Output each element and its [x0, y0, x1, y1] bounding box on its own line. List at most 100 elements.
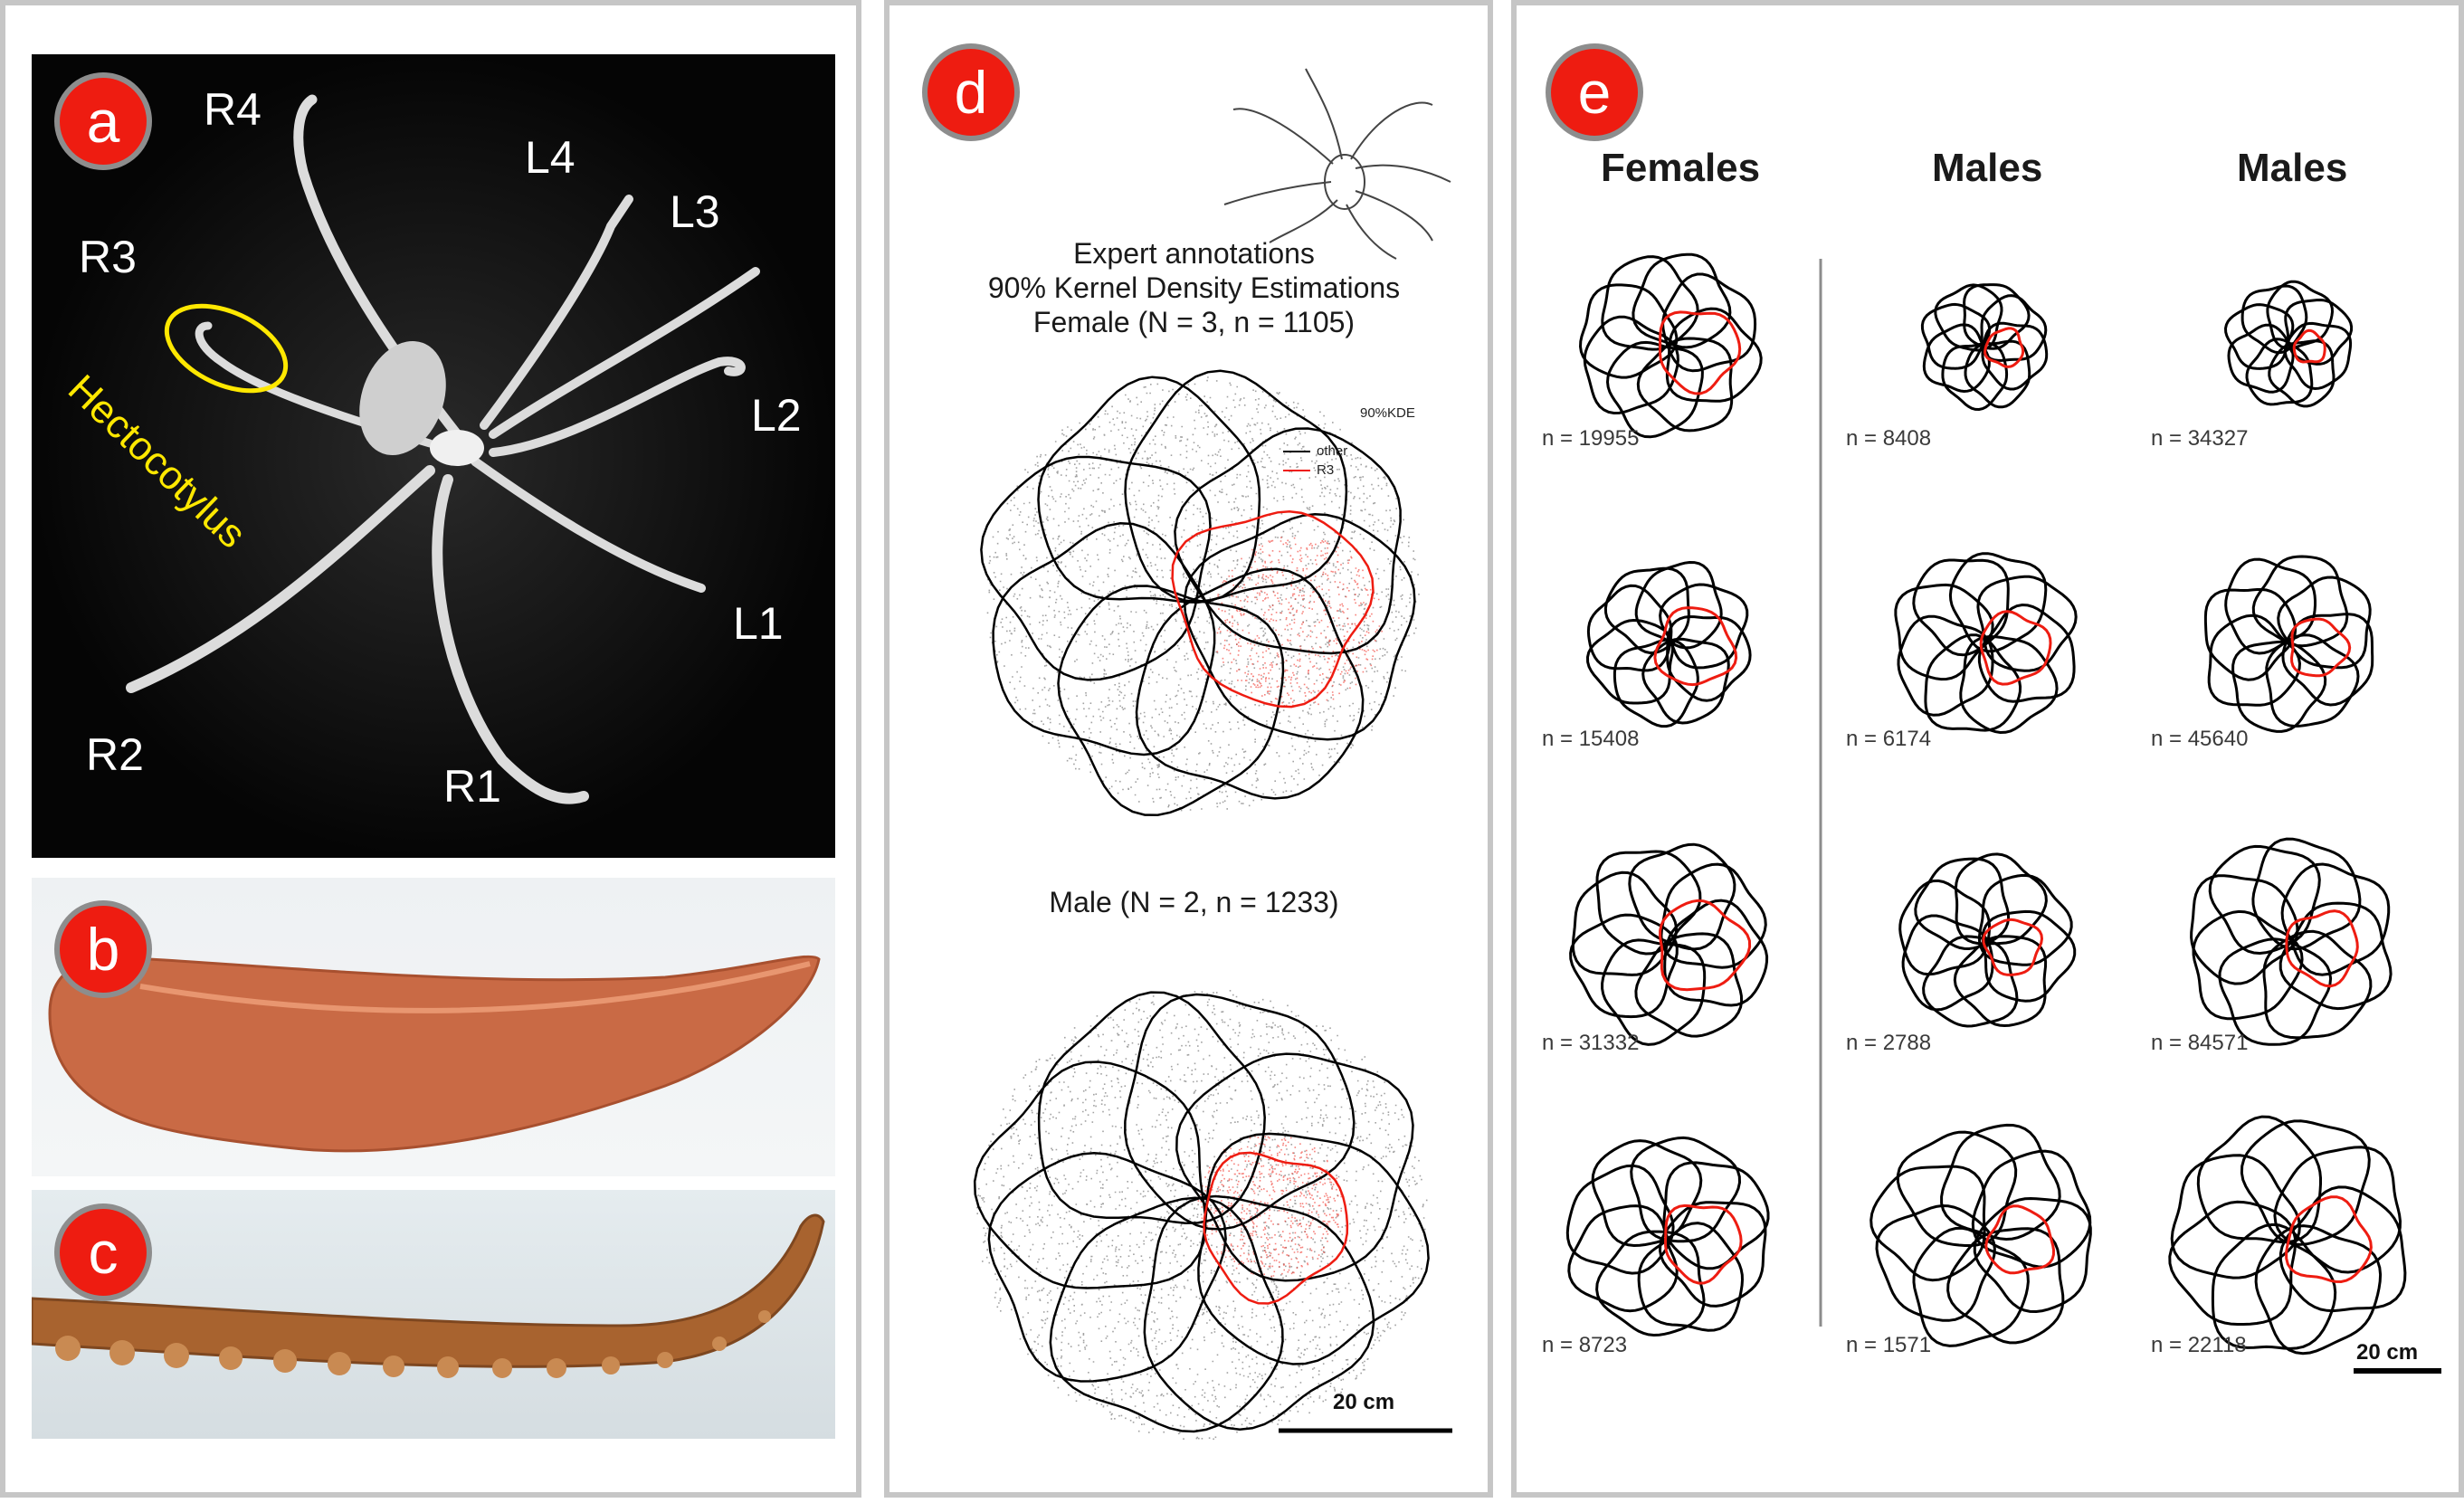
kde-legend: 90%KDE	[1360, 404, 1415, 423]
kde-contour	[1976, 575, 2078, 672]
kde-contour	[2278, 1185, 2407, 1313]
kde-contour	[2284, 298, 2354, 366]
kde-contour	[1953, 935, 2048, 1028]
kde-contour	[1143, 1194, 1375, 1431]
kde-contour	[1954, 852, 2048, 946]
kde-contour	[1586, 584, 1673, 672]
badge-c: c	[54, 1203, 152, 1301]
arm-label-r4: R4	[204, 84, 262, 135]
kde-contour	[1964, 339, 2031, 409]
kde-contour	[1941, 342, 2009, 412]
column-header-females: Females	[1601, 146, 1761, 190]
scatter-male	[976, 990, 1428, 1441]
kde-contour	[1641, 637, 1730, 725]
hectocotylus-photo: b	[32, 878, 835, 1176]
kde-contour	[2218, 937, 2333, 1046]
kde-contour	[2277, 576, 2372, 670]
arm-label-r1: R1	[443, 761, 501, 812]
scale-label-e: 20 cm	[2356, 1340, 2419, 1365]
kde-contour	[1628, 842, 1736, 951]
arm-label-r2: R2	[86, 729, 144, 780]
sample-count-label: n = 31332	[1542, 1031, 1640, 1055]
panel-d-plot	[973, 68, 1452, 1441]
scatter-points-r3	[1213, 537, 1383, 707]
kde-contour	[2245, 338, 2314, 406]
legend-title: 90%KDE	[1360, 405, 1415, 421]
kde-contour	[1049, 1196, 1284, 1433]
kde-contour	[1595, 850, 1702, 956]
kde-contour	[1924, 633, 2022, 732]
kde-contour	[987, 1152, 1227, 1383]
kde-contour-r3	[2285, 909, 2359, 988]
kde-grid	[1565, 252, 2407, 1356]
legend-label-r3: R3	[1317, 462, 1335, 478]
kde-male	[973, 991, 1430, 1433]
kde-contour-r3	[1984, 327, 2025, 368]
octopus-photo: a R4 L4 L3 R3 L2 L1 R2 R1 Hectocotylus	[32, 54, 835, 858]
sample-count-label: n = 45640	[2151, 727, 2249, 751]
kde-contour	[1605, 340, 1704, 439]
hectocotylus-ellipse	[164, 303, 289, 394]
column-header-males-1: Males	[1932, 146, 2043, 190]
kde-contour	[2223, 303, 2295, 370]
kde-contour	[1124, 369, 1348, 603]
panel-d: d Expert annotations 90% Kernel Density …	[884, 0, 1493, 1498]
kde-contour	[1920, 302, 1992, 370]
sample-count-label: n = 1571	[1846, 1333, 1932, 1357]
panel-d-title: Expert annotations 90% Kernel Density Es…	[890, 236, 1498, 339]
kde-contour	[1595, 1230, 1706, 1337]
hectocotylus-drawing	[48, 955, 821, 1153]
kde-contour	[1037, 991, 1266, 1224]
badge-b: b	[54, 900, 152, 998]
kde-contour-r3	[2292, 328, 2326, 364]
kde-contour	[2251, 555, 2349, 648]
sample-count-label: n = 84571	[2151, 1031, 2249, 1055]
kde-contour	[2168, 1200, 2298, 1326]
kde-contour-r3	[1984, 1204, 2056, 1275]
kde-contour	[1948, 552, 2048, 653]
sample-count-label: n = 15408	[1542, 727, 1640, 751]
kde-contour	[2203, 588, 2298, 681]
kde-contour	[1963, 283, 2031, 350]
kde-contour	[1591, 1139, 1703, 1248]
kde-contour	[1630, 1136, 1742, 1243]
kde-contour	[1897, 614, 1994, 717]
male-title: Male (N = 2, n = 1233)	[1049, 886, 1339, 918]
kde-contour	[1896, 1130, 2018, 1247]
kde-contour	[1636, 337, 1734, 433]
panel-e: e Females Males Males n = 19955 n = 8408 n…	[1511, 0, 2464, 1498]
sample-count-label: n = 6174	[1846, 727, 1932, 751]
title-line-1: Expert annotations	[1073, 237, 1315, 270]
kde-contour	[1565, 1164, 1675, 1275]
kde-contour	[2266, 280, 2335, 350]
kde-contour-r3	[2285, 1195, 2373, 1284]
kde-contour	[1977, 603, 2076, 703]
kde-contour	[1057, 585, 1285, 816]
kde-contour	[1135, 567, 1365, 800]
sample-count-label: n = 22118	[2151, 1333, 2247, 1357]
scatter-points	[976, 990, 1428, 1441]
kde-contour	[1869, 1165, 1986, 1282]
badge-a: a	[54, 72, 152, 170]
kde-contour	[992, 522, 1216, 756]
kde-contour	[1659, 583, 1749, 670]
badge-d: d	[922, 43, 1020, 141]
sample-count-label: n = 2788	[1846, 1031, 1932, 1055]
kde-contour	[2280, 862, 2391, 976]
kde-contour	[1946, 1227, 2065, 1345]
kde-contour	[1973, 1196, 2092, 1314]
kde-contour	[1583, 315, 1679, 415]
kde-contour	[1980, 294, 2048, 362]
kde-contour	[2211, 1222, 2337, 1350]
kde-contour	[1585, 618, 1675, 705]
arm-label-l1: L1	[733, 598, 784, 649]
kde-contour	[1978, 873, 2073, 966]
normal-arm-drawing	[32, 1213, 825, 1378]
legend-label-other: other	[1317, 443, 1348, 459]
kde-contour	[1613, 638, 1699, 728]
sample-count-label: n = 8723	[1542, 1333, 1628, 1357]
kde-contour	[2273, 1146, 2402, 1274]
kde-contour	[1922, 323, 1991, 394]
kde-contour	[2254, 1224, 2383, 1356]
mantle-shape	[359, 341, 446, 455]
